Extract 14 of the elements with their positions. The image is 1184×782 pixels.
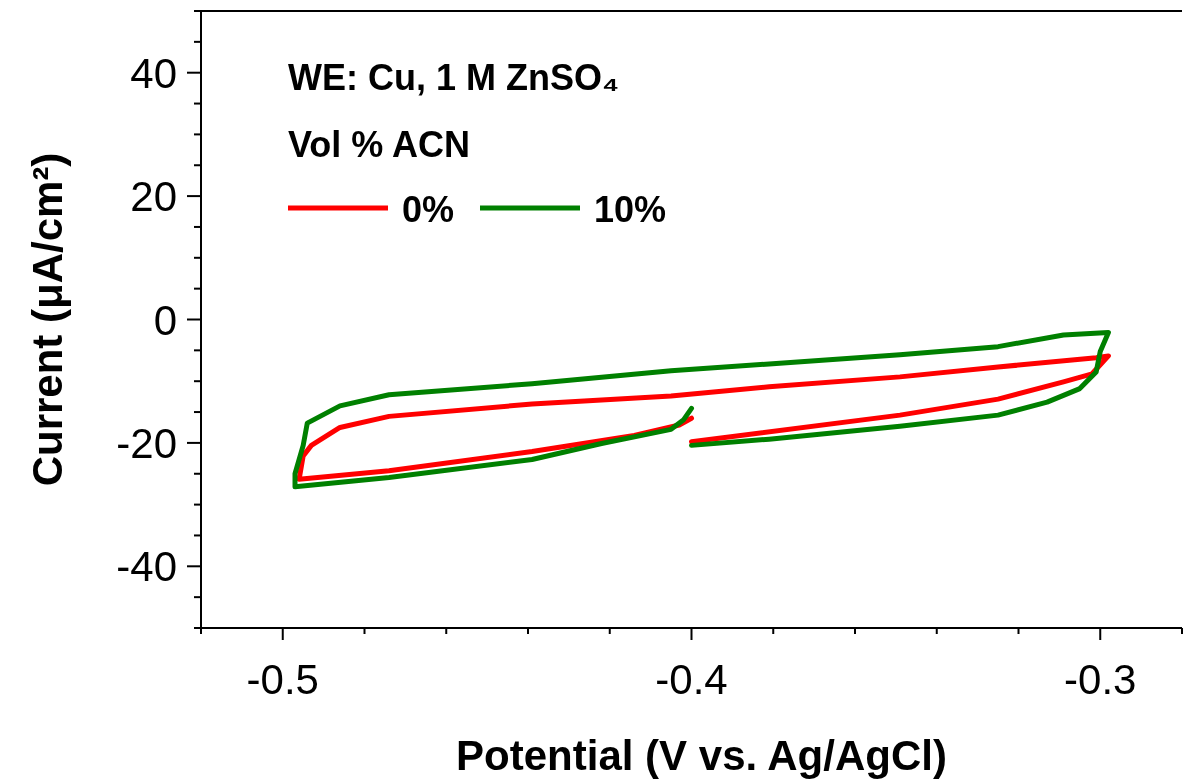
y-tick-label: 0 — [153, 296, 177, 344]
x-tick-label: -0.5 — [246, 656, 319, 703]
y-tick-label: 20 — [130, 173, 177, 221]
y-axis-title: Current (μA/cm²) — [24, 152, 71, 487]
legend-label: 0% — [402, 189, 455, 230]
legend-title: Vol % ACN — [288, 124, 471, 165]
y-tick-label: 40 — [130, 49, 177, 97]
legend-label: 10% — [594, 189, 667, 230]
y-tick-label: -40 — [116, 543, 177, 591]
x-tick-label: -0.3 — [1064, 656, 1137, 703]
y-tick-label: -20 — [116, 420, 177, 468]
x-axis-title: Potential (V vs. Ag/AgCl) — [456, 732, 947, 779]
x-tick-label: -0.4 — [655, 656, 728, 703]
annotation: WE: Cu, 1 M ZnSO₄ — [288, 57, 620, 98]
